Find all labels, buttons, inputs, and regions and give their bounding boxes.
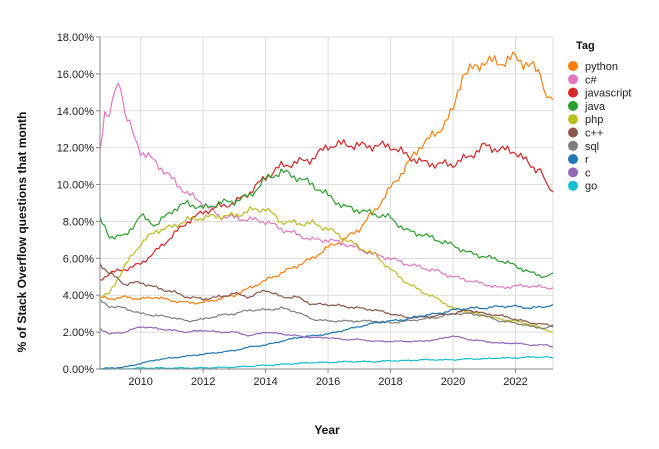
series-line-java (99, 168, 554, 278)
series-line-c (99, 326, 554, 348)
legend-swatch (568, 114, 578, 125)
legend-swatch (568, 140, 578, 151)
x-axis-title: Year (314, 423, 340, 437)
legend-item: go (568, 180, 597, 193)
y-tick-label: 6.00% (63, 253, 94, 265)
legend-item: c (568, 167, 591, 179)
legend-label: r (585, 154, 589, 166)
legend-label: javascript (584, 88, 631, 100)
y-tick-label: 14.00% (57, 106, 95, 118)
y-tick-label: 0.00% (63, 364, 94, 376)
series-line-php (100, 206, 554, 333)
legend-item: php (568, 114, 603, 126)
legend-label: php (585, 114, 603, 126)
series-line-go (99, 355, 554, 370)
legend-label: c# (585, 74, 598, 86)
y-tick-label: 16.00% (57, 69, 95, 81)
legend-swatch (568, 100, 578, 111)
series-line-python (99, 51, 554, 305)
y-axis-title: % of Stack Overflow questions that month (15, 112, 29, 353)
legend-item: python (568, 61, 618, 73)
legend-label: go (585, 181, 597, 193)
legend-label: c++ (585, 128, 603, 140)
x-tick-label: 2016 (316, 376, 340, 388)
series-line-javascript (99, 139, 554, 281)
x-tick-label: 2012 (191, 376, 215, 388)
legend-swatch (568, 167, 578, 178)
legend-swatch (568, 127, 578, 138)
legend-item: java (568, 100, 606, 113)
y-tick-label: 2.00% (63, 327, 94, 339)
legend-label: sql (585, 141, 599, 153)
x-tick-label: 2020 (441, 376, 465, 388)
x-tick-label: 2022 (503, 376, 527, 388)
series-lines (99, 51, 554, 370)
legend-swatch (568, 87, 578, 98)
legend-item: c# (568, 74, 598, 86)
legend-label: java (584, 101, 606, 113)
legend-swatch (568, 74, 578, 85)
y-tick-label: 18.00% (57, 32, 95, 44)
legend-swatch (568, 180, 578, 191)
series-line-r (99, 303, 554, 370)
series-line-sql (99, 298, 554, 329)
legend-label: c (585, 167, 591, 179)
y-tick-label: 10.00% (57, 180, 95, 192)
series-line-c- (99, 263, 554, 328)
legend-swatch (568, 61, 578, 71)
x-tick-label: 2010 (128, 376, 152, 388)
legend-item: c++ (568, 127, 603, 140)
y-tick-label: 4.00% (63, 290, 94, 302)
y-tick-label: 8.00% (63, 216, 94, 228)
legend-label: python (585, 61, 618, 73)
legend-swatch (568, 154, 578, 165)
x-tick-label: 2018 (378, 376, 402, 388)
gridlines (100, 36, 554, 370)
axes: 0.00% 2.00% 4.00% 6.00% 8.00% 10.00% 12.00% 14.… (57, 32, 553, 388)
legend-item: javascript (568, 87, 631, 100)
series-line-c- (99, 82, 554, 290)
legend-item: sql (568, 140, 599, 153)
y-tick-label: 12.00% (57, 143, 95, 155)
legend-title: Tag (576, 40, 595, 52)
legend-item: r (568, 154, 589, 166)
x-tick-label: 2014 (253, 376, 277, 388)
